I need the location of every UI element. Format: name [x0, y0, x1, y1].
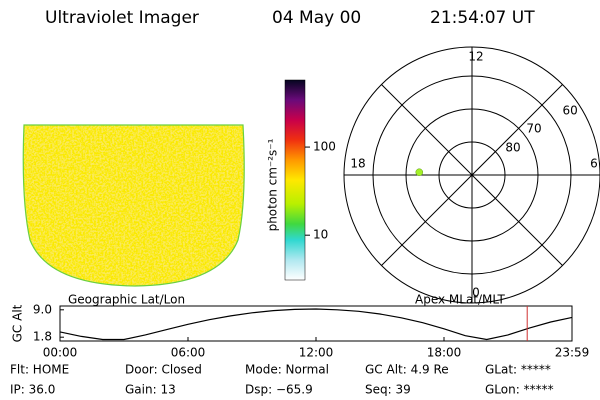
- lat-label: 70: [526, 122, 541, 136]
- mlt-label: 0: [472, 286, 480, 300]
- colorbar: [284, 79, 306, 281]
- x-tick-label: 06:00: [171, 346, 206, 360]
- mlt-label: 12: [468, 50, 483, 64]
- info-field: Mode: Normal: [245, 363, 329, 377]
- lat-ring: [438, 141, 506, 209]
- mlt-label: 18: [350, 157, 365, 171]
- title: Ultraviolet Imager: [45, 8, 199, 28]
- y-axis-label: GC Alt: [11, 304, 25, 342]
- x-tick-label: 00:00: [43, 346, 78, 360]
- info-field: Gain: 13: [125, 383, 176, 397]
- colorbar-tick-label: 100: [313, 140, 336, 154]
- y-tick-label: 1.8: [33, 330, 52, 344]
- info-field: Door: Closed: [125, 363, 202, 377]
- info-field: Seq: 39: [365, 383, 411, 397]
- colorbar-label: photon cm⁻²s⁻¹: [266, 138, 280, 231]
- panel-label: Geographic Lat/Lon: [68, 293, 185, 307]
- image-outline: [22, 124, 245, 287]
- x-tick-label: 18:00: [427, 346, 462, 360]
- mlt-label: 6: [590, 157, 598, 171]
- panel-label: Apex MLat/MLT: [415, 293, 505, 307]
- info-field: Dsp: −65.9: [245, 383, 313, 397]
- info-field: GC Alt: 4.9 Re: [365, 363, 449, 377]
- altitude-curve: [59, 308, 573, 341]
- colorbar-tick-label: 10: [313, 228, 328, 242]
- info-field: GLon: *****: [485, 383, 554, 397]
- date: 04 May 00: [272, 8, 361, 28]
- lat-ring: [405, 108, 539, 242]
- info-field: GLat: *****: [485, 363, 551, 377]
- y-tick-label: 9.0: [33, 302, 52, 316]
- plot-frame: [59, 305, 573, 342]
- lat-ring: [372, 75, 572, 275]
- info-field: Flt: HOME: [10, 363, 69, 377]
- x-tick-label: 23:59: [555, 346, 590, 360]
- lat-label: 80: [505, 141, 520, 155]
- data-point: [415, 168, 424, 176]
- x-tick-label: 12:00: [299, 346, 334, 360]
- altitude-plot: GC Alt 9.0 1.8 00:00 06:00 12:00 18:00 23:59: [11, 302, 590, 359]
- lat-label: 60: [562, 104, 577, 118]
- uv-image: [23, 125, 245, 286]
- info-panel: Flt: HOME Door: Closed Mode: Normal GC Alt:…: [10, 363, 554, 397]
- time: 21:54:07 UT: [430, 8, 535, 28]
- axis-line: [381, 84, 563, 266]
- image-noise: [23, 125, 245, 286]
- info-field: IP: 36.0: [10, 383, 55, 397]
